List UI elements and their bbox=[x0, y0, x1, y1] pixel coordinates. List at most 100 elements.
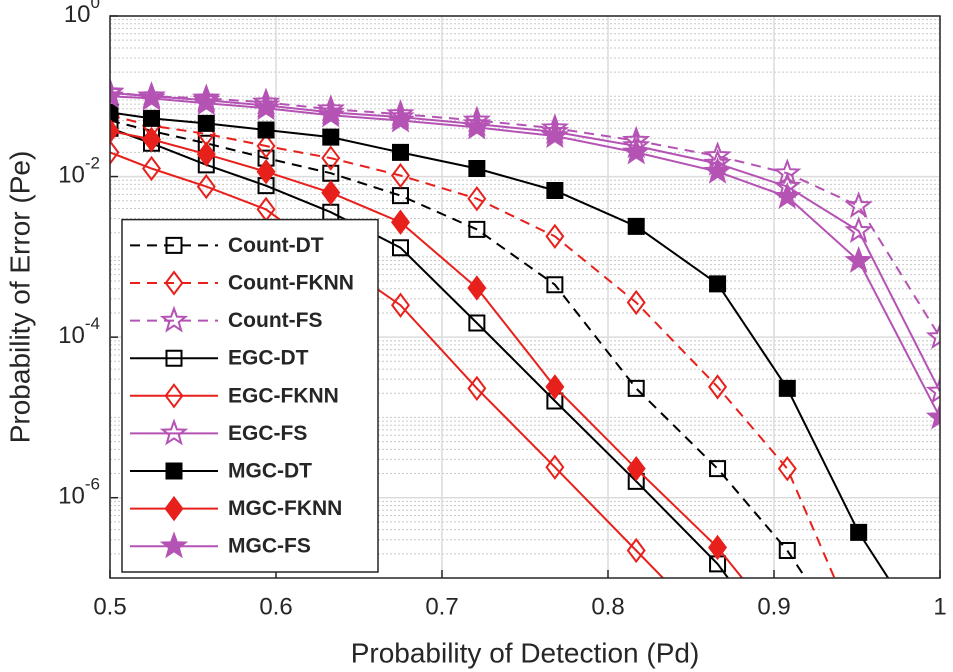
data-point bbox=[257, 121, 275, 139]
data-point bbox=[626, 537, 646, 564]
data-point bbox=[626, 289, 646, 316]
data-point bbox=[709, 623, 726, 645]
data-point bbox=[143, 109, 160, 127]
data-point bbox=[196, 173, 216, 200]
data-point bbox=[467, 275, 487, 301]
data-point bbox=[925, 376, 940, 404]
data-point bbox=[844, 191, 873, 219]
data-point bbox=[844, 216, 873, 244]
data-point bbox=[392, 239, 409, 257]
legend-label: MGC-FKNN bbox=[228, 497, 342, 520]
data-point bbox=[197, 134, 215, 152]
data-point bbox=[468, 314, 486, 332]
y-axis-label: Probability of Error (Pe) bbox=[4, 151, 35, 444]
data-point bbox=[545, 374, 565, 400]
x-tick-label: 0.8 bbox=[591, 593, 624, 620]
data-point bbox=[468, 160, 486, 178]
data-point bbox=[933, 651, 948, 666]
data-point bbox=[110, 78, 125, 106]
data-point bbox=[709, 460, 727, 478]
legend-marker bbox=[165, 462, 183, 480]
data-point bbox=[626, 456, 646, 482]
legend-label: EGC-FS bbox=[228, 422, 307, 445]
x-tick-label: 0.9 bbox=[757, 593, 790, 620]
legend-label: EGC-DT bbox=[228, 347, 309, 370]
legend: Count-DT Count-FKNN Count-FS EGC-DT EGC-FKNN… bbox=[121, 218, 379, 573]
data-point bbox=[622, 137, 651, 165]
data-point bbox=[546, 276, 564, 294]
data-point bbox=[540, 121, 570, 149]
data-point bbox=[546, 182, 564, 200]
data-point bbox=[391, 209, 410, 235]
data-point bbox=[844, 246, 873, 273]
data-point bbox=[708, 534, 728, 561]
series-line bbox=[110, 127, 730, 578]
data-point bbox=[925, 402, 940, 430]
legend-label: Count-FS bbox=[228, 309, 322, 332]
data-point bbox=[197, 114, 215, 132]
data-point bbox=[780, 651, 795, 666]
data-point bbox=[196, 141, 216, 167]
legend-marker bbox=[164, 270, 184, 296]
data-point bbox=[316, 100, 345, 128]
data-point bbox=[462, 112, 492, 140]
data-point bbox=[468, 220, 486, 238]
data-point bbox=[321, 145, 341, 171]
data-point bbox=[773, 181, 802, 209]
legend-marker bbox=[165, 236, 183, 254]
x-tick-label: 1 bbox=[933, 593, 946, 620]
data-point bbox=[391, 162, 410, 189]
legend-label: MGC-DT bbox=[228, 460, 312, 483]
legend-label: MGC-FS bbox=[228, 535, 311, 558]
x-tick-label: 0.6 bbox=[259, 593, 292, 620]
y-tick-label: 100 bbox=[64, 0, 100, 28]
data-point bbox=[779, 623, 796, 645]
data-point bbox=[627, 379, 645, 397]
data-point bbox=[545, 223, 565, 250]
data-point bbox=[251, 93, 281, 121]
y-tick-label: 10-2 bbox=[58, 154, 100, 189]
data-point bbox=[778, 379, 796, 397]
legend-marker bbox=[159, 531, 189, 559]
legend-marker bbox=[159, 418, 189, 446]
data-point bbox=[545, 454, 565, 480]
data-point bbox=[850, 523, 868, 541]
x-axis-label: Probability of Detection (Pd) bbox=[351, 637, 700, 668]
data-point bbox=[392, 187, 409, 205]
data-point bbox=[709, 275, 727, 293]
data-point bbox=[850, 623, 867, 645]
data-point bbox=[703, 156, 732, 184]
legend-marker bbox=[159, 305, 189, 333]
legend-marker bbox=[165, 349, 183, 367]
data-point bbox=[110, 81, 125, 109]
series-line bbox=[110, 119, 807, 578]
legend-label: EGC-FKNN bbox=[228, 384, 339, 407]
data-point bbox=[467, 375, 487, 402]
data-point bbox=[467, 186, 487, 212]
data-point bbox=[925, 322, 940, 350]
data-point bbox=[778, 542, 796, 560]
data-point bbox=[392, 143, 409, 161]
data-point bbox=[137, 83, 166, 111]
legend-marker bbox=[164, 495, 184, 522]
data-point bbox=[142, 155, 161, 182]
data-point bbox=[773, 158, 802, 186]
x-tick-label: 0.5 bbox=[93, 593, 126, 620]
data-point bbox=[192, 88, 221, 116]
data-point bbox=[256, 133, 276, 159]
data-point bbox=[256, 159, 276, 185]
data-point bbox=[142, 126, 161, 153]
data-point bbox=[708, 374, 728, 400]
data-point bbox=[321, 180, 341, 206]
data-point bbox=[257, 149, 275, 167]
x-tick-label: 0.7 bbox=[425, 593, 458, 620]
data-point bbox=[391, 292, 410, 318]
data-point bbox=[777, 456, 797, 482]
data-point bbox=[110, 103, 119, 121]
legend-label: Count-DT bbox=[228, 234, 324, 257]
data-point bbox=[110, 118, 120, 144]
data-point bbox=[322, 128, 340, 146]
series-line bbox=[110, 114, 836, 578]
data-point bbox=[627, 217, 645, 235]
